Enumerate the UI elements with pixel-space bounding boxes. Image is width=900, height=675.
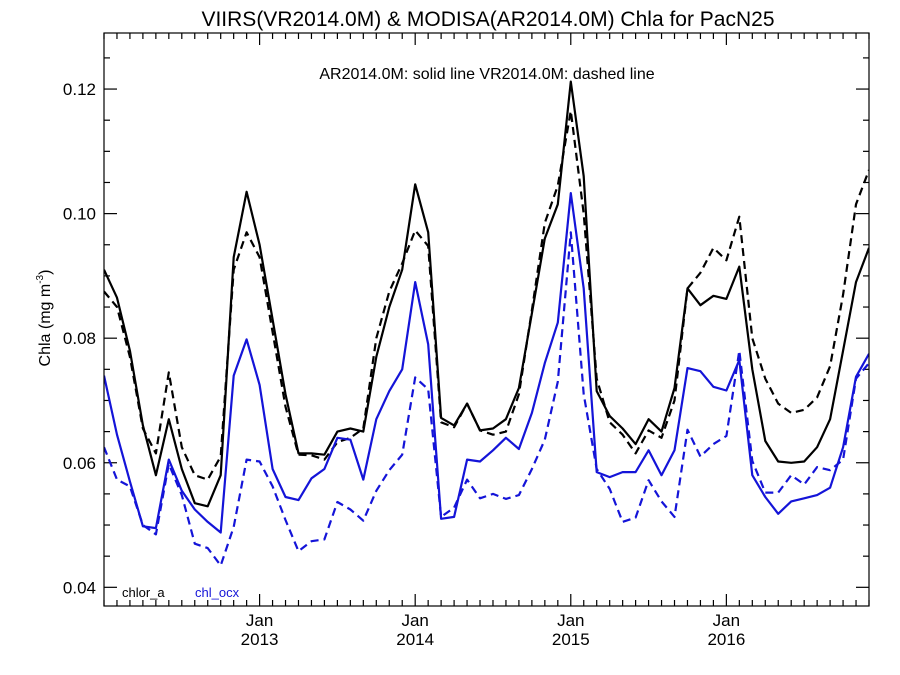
chart-title: VIIRS(VR2014.0M) & MODISA(AR2014.0M) Chl… <box>201 8 774 31</box>
series-line-chlor-a-ar2014-0m <box>104 80 869 508</box>
y-axis-label: Chla (mg m-3) <box>35 270 54 367</box>
data-series <box>104 80 869 567</box>
line-style-annotation: AR2014.0M: solid line VR2014.0M: dashed … <box>319 66 654 83</box>
y-axis-label-close: ) <box>37 270 54 275</box>
x-tick-month-label-0: Jan <box>246 611 273 630</box>
tick-labels: 0.040.060.080.100.12Jan2013Jan2014Jan201… <box>63 80 745 649</box>
x-tick-year-label-3: 2016 <box>707 630 745 649</box>
legend-chlor-a: chlor_a <box>122 585 165 600</box>
y-axis-label-main: Chla (mg m <box>37 284 54 367</box>
y-tick-label-4: 0.12 <box>63 80 96 99</box>
legend-chl-ocx: chl_ocx <box>195 585 240 600</box>
series-line-chlor-a-vr2014-0m <box>104 109 869 481</box>
plot-frame <box>103 32 870 607</box>
y-axis-label-superscript: -3 <box>35 274 46 283</box>
x-tick-year-label-2: 2015 <box>552 630 590 649</box>
x-tick-month-label-3: Jan <box>713 611 740 630</box>
axis-ticks <box>103 33 870 606</box>
y-tick-label-0: 0.04 <box>63 578 96 597</box>
y-tick-label-3: 0.10 <box>63 205 96 224</box>
y-tick-label-1: 0.06 <box>63 454 96 473</box>
x-tick-month-label-1: Jan <box>401 611 428 630</box>
x-tick-month-label-2: Jan <box>557 611 584 630</box>
series-line-chl-ocx-ar2014-0m <box>104 192 869 534</box>
x-tick-year-label-0: 2013 <box>241 630 279 649</box>
y-tick-label-2: 0.08 <box>63 329 96 348</box>
series-line-chl-ocx-vr2014-0m <box>104 231 869 567</box>
x-tick-year-label-1: 2014 <box>396 630 434 649</box>
